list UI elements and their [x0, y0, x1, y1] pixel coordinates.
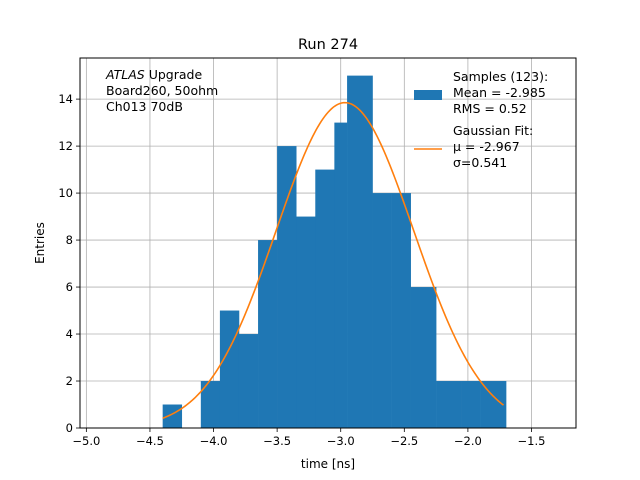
- gaussian-fit: [162, 101, 505, 419]
- legend-entry-label: Samples (123):: [453, 69, 548, 84]
- histogram-bar: [391, 193, 411, 428]
- histogram-bar: [372, 193, 392, 428]
- y-tick-label: 10: [58, 186, 73, 200]
- legend-entry-label: Mean = -2.985: [453, 85, 546, 100]
- histogram-bar: [200, 381, 221, 428]
- annotation-text: ATLAS Upgrade Board260, 50ohm Ch013 70dB: [105, 67, 218, 114]
- y-tick-label: 6: [66, 280, 73, 294]
- histogram-bar: [258, 240, 278, 428]
- x-axis: −5.0 −4.5 −4.0 −3.5 −3.0 −2.5 −2.0 −1.5: [72, 428, 545, 448]
- y-tick-label: 14: [58, 92, 73, 106]
- histogram-bar: [461, 381, 481, 428]
- histogram-bar: [334, 122, 348, 428]
- y-tick-label: 12: [58, 139, 73, 153]
- y-axis: 0 2 4 6 8 10 12 14: [58, 92, 80, 435]
- x-tick-label: −4.5: [136, 434, 164, 448]
- legend-entry-label: Gaussian Fit:: [453, 123, 533, 138]
- x-tick-label: −3.0: [327, 434, 355, 448]
- legend-entry-label: RMS = 0.52: [453, 101, 527, 116]
- x-tick-label: −1.5: [518, 434, 546, 448]
- histogram-bar: [162, 404, 183, 428]
- histogram-bar: [410, 287, 437, 428]
- x-tick-label: −4.0: [200, 434, 228, 448]
- annotation-line: Ch013 70dB: [106, 99, 183, 114]
- x-tick-label: −2.5: [390, 434, 418, 448]
- y-axis-label: Entries: [33, 222, 47, 264]
- histogram-bar: [436, 381, 462, 428]
- histogram-bar: [238, 334, 259, 428]
- chart-title: Run 274: [298, 37, 358, 53]
- y-tick-label: 8: [66, 233, 73, 247]
- histogram-bar: [296, 216, 316, 428]
- annotation-line: ATLAS Upgrade: [105, 67, 202, 82]
- legend-entry-label: σ=0.541: [453, 155, 507, 170]
- histogram-bar: [347, 75, 373, 428]
- legend-swatch-samples: [414, 90, 442, 100]
- annotation-line: Board260, 50ohm: [106, 83, 218, 98]
- histogram-bar: [315, 169, 335, 429]
- x-axis-label: time [ns]: [301, 457, 355, 471]
- histogram-bar: [277, 146, 297, 428]
- legend-entry-label: μ = -2.967: [453, 139, 520, 154]
- histogram-bar: [219, 310, 240, 428]
- histogram-bars: [162, 75, 507, 429]
- legend: Samples (123): Mean = -2.985 RMS = 0.52 G…: [414, 69, 548, 170]
- x-tick-label: −2.0: [454, 434, 482, 448]
- gaussian-fit-curve: [162, 101, 505, 419]
- plot-frame: [79, 57, 577, 429]
- y-tick-label: 0: [66, 421, 73, 435]
- x-tick-label: −3.5: [263, 434, 291, 448]
- y-tick-label: 4: [66, 327, 73, 341]
- y-tick-label: 2: [66, 374, 73, 388]
- x-tick-label: −5.0: [72, 434, 100, 448]
